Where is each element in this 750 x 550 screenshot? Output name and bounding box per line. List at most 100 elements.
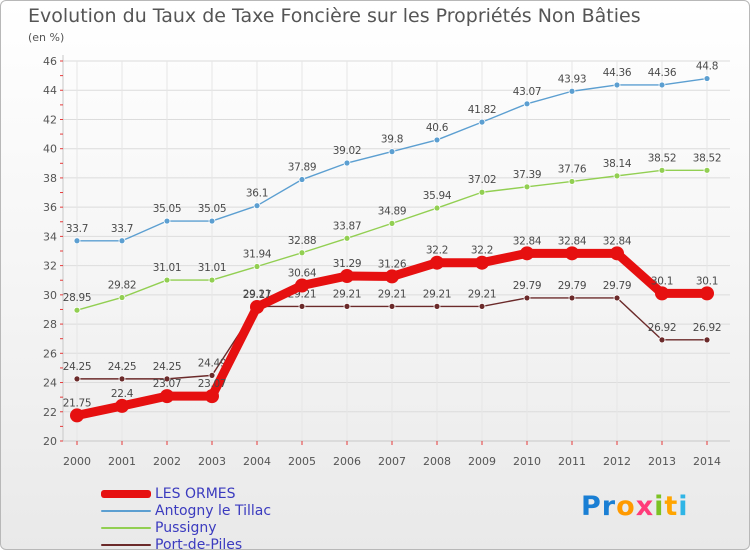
data-label-les-ormes: 23.07 (198, 378, 227, 390)
data-point-antogny-le-tillac (568, 87, 576, 95)
data-point-port-de-piles (523, 294, 531, 302)
data-point-les-ormes (70, 408, 84, 423)
x-tick-label: 2010 (513, 455, 541, 468)
logo-letter: t (664, 491, 679, 522)
data-label-les-ormes: 31.29 (333, 258, 362, 270)
data-label-antogny-le-tillac: 41.82 (468, 104, 497, 116)
data-point-port-de-piles (208, 371, 216, 379)
data-point-les-ormes (295, 278, 309, 293)
data-label-pussigny: 31.01 (153, 262, 182, 274)
data-label-pussigny: 38.52 (648, 152, 677, 164)
y-tick-label: 44 (43, 84, 57, 97)
data-point-port-de-piles (703, 336, 711, 344)
data-point-port-de-piles (118, 375, 126, 383)
logo-letter: i (678, 491, 689, 522)
data-label-antogny-le-tillac: 39.02 (333, 145, 362, 157)
data-point-pussigny (388, 219, 396, 227)
x-tick-label: 2005 (288, 455, 316, 468)
data-label-les-ormes: 32.84 (558, 235, 587, 247)
data-label-pussigny: 31.01 (198, 262, 227, 274)
data-point-port-de-piles (478, 302, 486, 310)
data-point-les-ormes (385, 269, 399, 284)
data-label-pussigny: 32.88 (288, 235, 317, 247)
data-label-pussigny: 37.02 (468, 174, 497, 186)
data-point-les-ormes (340, 268, 354, 283)
data-label-antogny-le-tillac: 44.36 (603, 67, 632, 79)
data-point-les-ormes (565, 246, 579, 261)
data-point-les-ormes (475, 255, 489, 270)
data-label-antogny-le-tillac: 33.7 (111, 223, 133, 235)
x-tick-label: 2004 (243, 455, 271, 468)
data-label-antogny-le-tillac: 37.89 (288, 162, 317, 174)
data-point-antogny-le-tillac (253, 202, 261, 210)
data-label-les-ormes: 21.75 (63, 397, 92, 409)
logo-letter: o (616, 491, 636, 522)
data-label-antogny-le-tillac: 35.05 (153, 203, 182, 215)
data-point-pussigny (118, 294, 126, 301)
data-label-les-ormes: 30.1 (696, 275, 718, 287)
data-label-antogny-le-tillac: 36.1 (246, 188, 268, 200)
data-label-port-de-piles: 29.79 (513, 280, 542, 292)
data-point-pussigny (523, 183, 531, 191)
chart-unit-label: (en %) (28, 31, 65, 44)
x-tick-label: 2006 (333, 455, 361, 468)
data-label-les-ormes: 30.1 (651, 275, 673, 287)
data-label-pussigny: 38.14 (603, 158, 632, 170)
data-point-pussigny (703, 166, 711, 174)
data-label-port-de-piles: 26.92 (693, 322, 722, 334)
y-tick-label: 24 (43, 377, 57, 390)
data-point-les-ormes (520, 246, 534, 261)
data-label-antogny-le-tillac: 35.05 (198, 203, 227, 215)
x-tick-label: 2011 (558, 455, 586, 468)
data-point-pussigny (208, 276, 216, 284)
data-point-port-de-piles (343, 302, 351, 310)
data-label-les-ormes: 22.4 (111, 388, 134, 400)
x-tick-label: 2001 (108, 455, 136, 468)
data-label-antogny-le-tillac: 43.07 (513, 86, 542, 98)
data-label-pussigny: 31.94 (243, 248, 272, 260)
legend-item-port-de-piles[interactable]: Port-de-Piles (101, 536, 271, 549)
x-tick-label: 2002 (153, 455, 181, 468)
data-point-port-de-piles (568, 294, 576, 302)
data-label-port-de-piles: 29.79 (558, 280, 587, 292)
data-point-antogny-le-tillac (163, 217, 171, 225)
data-point-port-de-piles (73, 375, 81, 383)
y-tick-label: 38 (43, 172, 57, 185)
data-label-antogny-le-tillac: 33.7 (66, 223, 88, 235)
data-label-port-de-piles: 29.21 (333, 288, 362, 300)
logo-letter: P (581, 491, 602, 522)
data-label-pussigny: 35.94 (423, 190, 452, 202)
data-label-port-de-piles: 29.21 (423, 288, 452, 300)
data-label-les-ormes: 32.2 (471, 245, 493, 257)
legend-label: Antogny le Tillac (155, 502, 272, 519)
data-label-port-de-piles: 29.21 (378, 288, 407, 300)
data-label-pussigny: 37.76 (558, 163, 587, 175)
legend-item-pussigny[interactable]: Pussigny (101, 519, 271, 536)
legend-item-antogny-le-tillac[interactable]: Antogny le Tillac (101, 502, 271, 519)
data-label-port-de-piles: 24.25 (108, 361, 137, 373)
x-tick-label: 2014 (693, 455, 721, 468)
data-label-antogny-le-tillac: 39.8 (381, 134, 403, 146)
y-tick-label: 36 (43, 201, 57, 214)
y-tick-label: 30 (43, 289, 57, 302)
data-point-antogny-le-tillac (343, 159, 351, 167)
data-label-les-ormes: 32.84 (513, 235, 542, 247)
data-point-port-de-piles (298, 302, 306, 310)
proxiti-logo[interactable]: Proxiti (581, 491, 689, 522)
data-point-antogny-le-tillac (73, 237, 81, 245)
legend-swatch-pussigny (101, 526, 151, 529)
x-tick-label: 2003 (198, 455, 226, 468)
data-point-les-ormes (655, 286, 669, 301)
data-point-antogny-le-tillac (208, 217, 216, 225)
legend-label: LES ORMES (155, 485, 236, 502)
data-point-pussigny (613, 172, 621, 180)
data-label-les-ormes: 23.07 (153, 378, 182, 390)
data-label-antogny-le-tillac: 44.8 (696, 61, 718, 73)
data-point-pussigny (478, 188, 486, 196)
legend-item-les-ormes[interactable]: LES ORMES (101, 485, 271, 502)
data-label-antogny-le-tillac: 43.93 (558, 73, 587, 85)
data-label-pussigny: 33.87 (333, 220, 362, 232)
legend-swatch-antogny-le-tillac (101, 509, 151, 512)
